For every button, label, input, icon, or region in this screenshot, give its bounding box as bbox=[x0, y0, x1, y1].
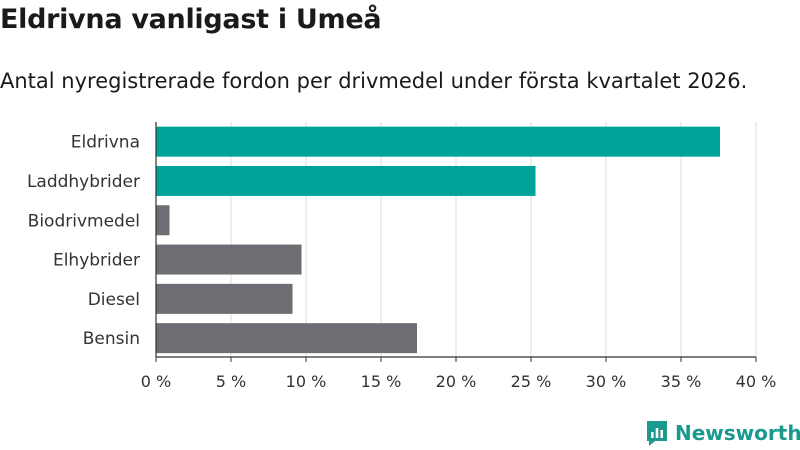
x-axis: 0 % 5 % 10 % 15 % 20 % 25 % 30 % 35 % 40 % bbox=[141, 122, 777, 391]
bar-chart: Eldrivna Laddhybrider Biodrivmedel Elhybrid… bbox=[27, 122, 777, 391]
category-label: Biodrivmedel bbox=[28, 211, 140, 231]
bar-laddhybrider bbox=[156, 165, 536, 196]
x-tick-label: 5 % bbox=[216, 372, 246, 391]
bar-eldrivna bbox=[156, 126, 720, 157]
chart-title: Eldrivna vanligast i Umeå bbox=[0, 4, 382, 35]
category-labels: Eldrivna Laddhybrider Biodrivmedel Elhybrid… bbox=[27, 133, 140, 350]
x-tick-label: 30 % bbox=[586, 372, 627, 391]
category-label: Eldrivna bbox=[71, 133, 140, 153]
brand-logo: Newsworthy bbox=[645, 419, 800, 447]
x-tick-label: 0 % bbox=[141, 372, 171, 391]
x-tick-label: 20 % bbox=[436, 372, 477, 391]
bar-biodrivmedel bbox=[156, 205, 170, 236]
x-tick-label: 25 % bbox=[511, 372, 552, 391]
chart-subtitle: Antal nyregistrerade fordon per drivmede… bbox=[0, 69, 748, 93]
category-label: Laddhybrider bbox=[27, 172, 140, 192]
x-tick-label: 35 % bbox=[661, 372, 702, 391]
category-label: Bensin bbox=[83, 329, 140, 349]
x-tick-label: 10 % bbox=[286, 372, 327, 391]
bar-elhybrider bbox=[156, 244, 302, 275]
gridlines bbox=[230, 122, 757, 357]
bar-diesel bbox=[156, 283, 293, 314]
category-label: Diesel bbox=[88, 290, 140, 310]
newsworthy-logo-icon bbox=[647, 421, 667, 446]
brand-name: Newsworthy bbox=[675, 421, 800, 445]
bar-bensin bbox=[156, 323, 417, 354]
x-tick-label: 40 % bbox=[736, 372, 777, 391]
category-label: Elhybrider bbox=[53, 251, 140, 271]
x-tick-label: 15 % bbox=[361, 372, 402, 391]
bars bbox=[156, 126, 720, 354]
